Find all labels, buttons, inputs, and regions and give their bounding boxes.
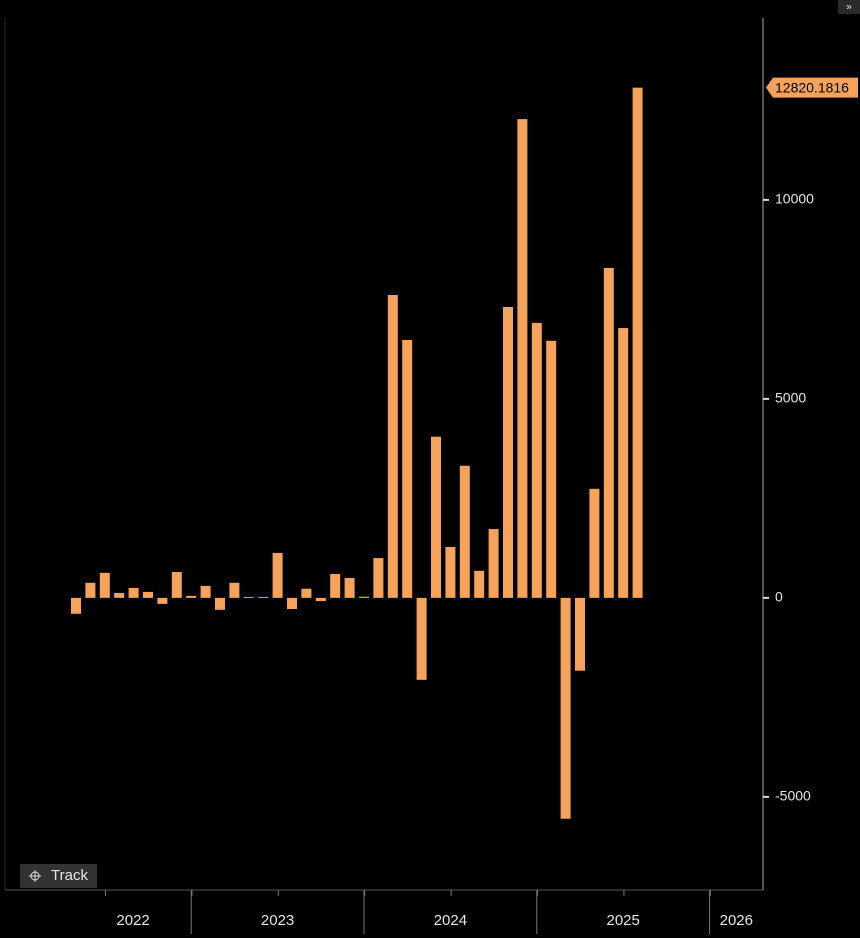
bar xyxy=(373,558,384,598)
bar xyxy=(459,465,470,598)
bar xyxy=(200,585,211,598)
bar xyxy=(503,306,513,598)
track-button[interactable]: Track xyxy=(20,864,97,888)
bar xyxy=(287,597,297,610)
bar xyxy=(229,582,240,598)
bar xyxy=(215,597,225,610)
bar xyxy=(258,596,269,598)
last-value-tag xyxy=(766,77,858,98)
last-value-label: 12820.1816 xyxy=(775,79,849,95)
bar xyxy=(71,597,81,614)
x-axis-label: 2025 xyxy=(607,912,640,929)
bar xyxy=(488,529,499,598)
x-axis-label: 2026 xyxy=(720,912,753,929)
bar xyxy=(171,572,182,598)
y-tick-label: 5000 xyxy=(775,390,806,406)
bar xyxy=(359,596,369,598)
bar xyxy=(85,582,96,598)
bar xyxy=(575,597,585,671)
bar xyxy=(344,577,355,598)
track-label[interactable]: Track xyxy=(51,867,88,884)
bar xyxy=(315,597,326,602)
bar xyxy=(186,595,197,598)
bar xyxy=(272,552,283,598)
y-tick-label: -5000 xyxy=(775,788,811,804)
bar xyxy=(603,267,614,598)
x-axis-label: 2022 xyxy=(116,912,149,929)
bar xyxy=(632,87,643,598)
bar xyxy=(416,597,427,680)
bar xyxy=(114,592,125,598)
bar xyxy=(445,546,456,598)
bar xyxy=(387,295,398,598)
bar xyxy=(243,596,254,598)
x-axis-label: 2023 xyxy=(261,912,294,929)
bar xyxy=(143,591,153,598)
bar xyxy=(301,588,312,598)
bar xyxy=(157,597,168,604)
bar xyxy=(99,572,110,598)
y-tick-label: 10000 xyxy=(775,191,814,207)
bar xyxy=(128,587,139,598)
bar xyxy=(474,570,485,598)
y-tick-label: 0 xyxy=(775,589,783,605)
bar xyxy=(589,488,600,598)
collapse-icon[interactable] xyxy=(838,0,860,14)
bar xyxy=(618,328,629,598)
x-axis-label: 2024 xyxy=(434,912,467,929)
bar xyxy=(431,436,441,598)
bar xyxy=(531,322,542,598)
bar xyxy=(560,597,571,819)
bar xyxy=(517,119,528,598)
bar xyxy=(402,339,413,598)
bar xyxy=(330,573,341,598)
collapse-glyph: » xyxy=(846,2,852,13)
bar xyxy=(546,340,557,598)
